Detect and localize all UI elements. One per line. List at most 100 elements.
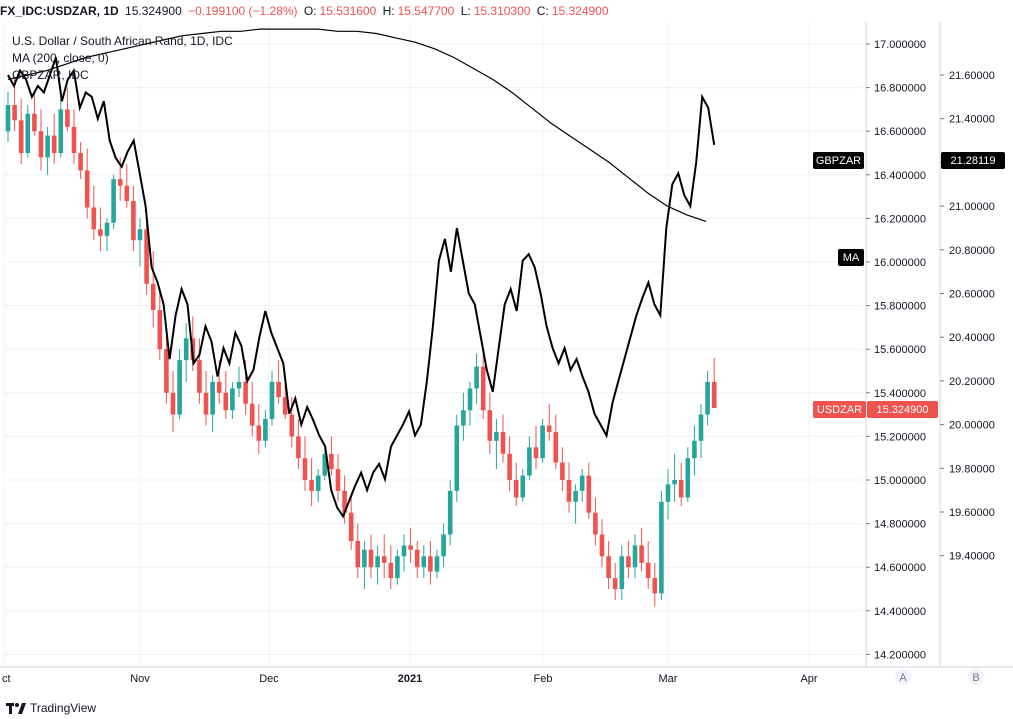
candle [157, 288, 163, 361]
time-tick-label: Mar [659, 673, 678, 685]
svg-text:A: A [899, 672, 907, 684]
candle [500, 414, 506, 463]
price-chart[interactable]: U.S. Dollar / South African Rand, 1D, ID… [0, 0, 1013, 698]
candle [45, 126, 50, 175]
candle [395, 549, 400, 585]
candle [612, 562, 618, 600]
close-label: C: [536, 4, 549, 18]
left-tick-label: 15.000000 [874, 475, 926, 487]
legend-gbpzar: GBPZAR, IDC [12, 68, 89, 82]
candle [665, 469, 671, 520]
svg-text:MA: MA [843, 252, 860, 264]
right-price-axis[interactable]: 21.6000021.4000021.2000021.0000020.80000… [940, 70, 995, 563]
candle [401, 534, 407, 572]
candle [348, 497, 354, 550]
left-tick-label: 14.800000 [874, 519, 926, 531]
candle [593, 497, 598, 546]
candle [698, 403, 704, 459]
candle [137, 218, 143, 267]
legend-ma: MA (200, close, 0) [12, 51, 109, 65]
right-tick-label: 21.00000 [949, 201, 995, 213]
right-tick-label: 21.60000 [949, 70, 995, 82]
usdzar-name-badge: USDZAR [813, 401, 866, 418]
candle [421, 545, 427, 579]
candle [38, 109, 44, 171]
right-tick-label: 20.60000 [949, 289, 995, 301]
candle [322, 447, 328, 480]
candle [111, 174, 116, 230]
svg-text:15.324900: 15.324900 [877, 404, 929, 416]
svg-text:21.28119: 21.28119 [950, 155, 995, 167]
time-axis[interactable]: ct Nov Dec 2021 Feb Mar Apr [2, 673, 818, 685]
right-tick-label: 19.40000 [949, 551, 995, 563]
right-tick-label: 20.80000 [949, 245, 995, 257]
candle [388, 545, 394, 589]
candle [560, 447, 565, 491]
candle [71, 109, 77, 164]
open-label: O: [303, 4, 317, 18]
candle [58, 98, 64, 158]
left-tick-label: 15.600000 [874, 344, 926, 356]
candle [645, 541, 651, 589]
candle [685, 447, 691, 502]
candle [183, 323, 189, 382]
left-tick-label: 16.800000 [874, 83, 926, 95]
gbpzar-name-badge: GBPZAR [813, 152, 864, 169]
candle [546, 403, 552, 441]
left-tick-label: 16.200000 [874, 213, 926, 225]
open-value: 15.531600 [319, 4, 377, 18]
candle [586, 462, 592, 520]
symbol-label[interactable]: FX_IDC:USDZAR, 1D [0, 4, 119, 18]
svg-text:GBPZAR: GBPZAR [816, 155, 861, 167]
candle [25, 105, 31, 158]
scale-button-a[interactable]: A [895, 669, 911, 685]
time-tick-label: Apr [800, 673, 817, 685]
tradingview-brand[interactable]: TradingView [30, 701, 97, 715]
time-tick-label: ct [2, 673, 11, 685]
candle [428, 541, 433, 585]
candle [131, 185, 136, 252]
left-price-axis[interactable]: 17.000000 16.800000 16.600000 16.400000 16.2… [866, 39, 926, 661]
candle [32, 91, 37, 136]
candle [606, 541, 611, 589]
footer: TradingView [0, 698, 200, 719]
right-tick-label: 19.80000 [949, 463, 995, 475]
time-tick-label: Dec [259, 673, 279, 685]
chart-grid [3, 22, 862, 667]
candle [480, 349, 486, 419]
left-tick-label: 15.800000 [874, 301, 926, 313]
candle [474, 353, 479, 404]
high-label: H: [382, 4, 395, 18]
left-tick-label: 14.600000 [874, 562, 926, 574]
svg-text:B: B [972, 672, 979, 684]
candle [447, 480, 453, 546]
candle [414, 541, 420, 579]
time-tick-label: Feb [534, 673, 553, 685]
candle [566, 462, 572, 513]
candle [540, 418, 545, 463]
candle [434, 549, 440, 579]
candle [329, 436, 334, 476]
scale-button-b[interactable]: B [968, 669, 984, 685]
candle [124, 163, 130, 208]
candle [527, 436, 532, 480]
left-tick-label: 15.200000 [874, 431, 926, 443]
candle [639, 527, 644, 572]
low-value: 15.310300 [473, 4, 531, 18]
candle [276, 360, 281, 404]
candle [461, 392, 466, 441]
candle [619, 545, 625, 600]
candle [454, 414, 460, 502]
gbpzar-value-badge: 21.28119 [941, 152, 1005, 169]
candle [626, 541, 631, 579]
candle [553, 414, 559, 470]
candle [659, 490, 664, 600]
candle [249, 381, 255, 437]
candle [164, 327, 169, 404]
candle [197, 338, 202, 404]
candle [269, 371, 275, 426]
candle [362, 541, 367, 589]
close-value: 15.324900 [551, 4, 609, 18]
candle [315, 469, 321, 502]
ma-200-line [7, 28, 707, 222]
